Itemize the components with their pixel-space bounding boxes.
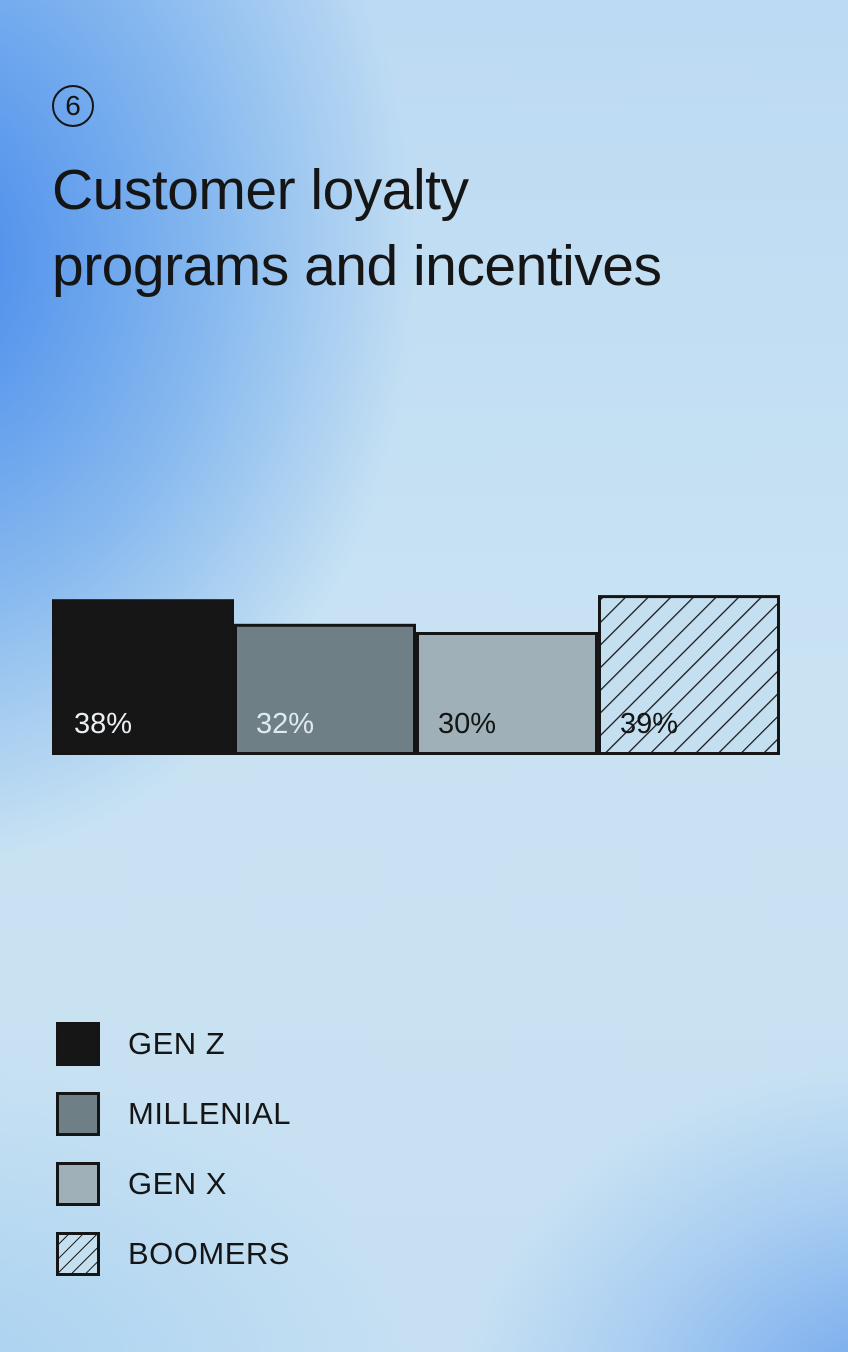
legend: GEN Z MILLENIAL GEN X BOOMERS [56,1020,291,1300]
bar-gen-x [416,632,598,755]
chart-title-line-2: programs and incentives [52,234,662,298]
legend-item-gen-x: GEN X [56,1160,291,1208]
data-label-gen-x: 30% [438,708,496,740]
bar-boomers [598,595,780,755]
header: 6 [52,85,94,127]
legend-swatch-boomers [56,1232,100,1276]
data-label-boomers: 39% [620,708,678,740]
data-label-gen-z: 38% [74,708,132,740]
legend-swatch-gen-z [56,1022,100,1066]
data-label-millenial: 32% [256,708,314,740]
chart-title-line-1: Customer loyalty [52,158,469,222]
legend-item-gen-z: GEN Z [56,1020,291,1068]
section-number: 6 [65,90,81,121]
bar-gen-z [52,599,234,756]
bars-group: 38% 32% 30% 39% [52,595,780,756]
chart-title: Customer loyalty programs and incentives [52,152,812,304]
legend-item-boomers: BOOMERS [56,1230,291,1278]
legend-label-millenial: MILLENIAL [128,1096,292,1131]
legend-label-gen-x: GEN X [128,1166,227,1201]
bar-millenial [234,623,416,755]
legend-swatch-millenial [56,1092,100,1136]
legend-label-gen-z: GEN Z [128,1026,226,1061]
section-number-badge: 6 [52,85,94,127]
legend-item-millenial: MILLENIAL [56,1090,291,1138]
legend-label-boomers: BOOMERS [128,1236,290,1271]
legend-swatch-gen-x [56,1162,100,1206]
